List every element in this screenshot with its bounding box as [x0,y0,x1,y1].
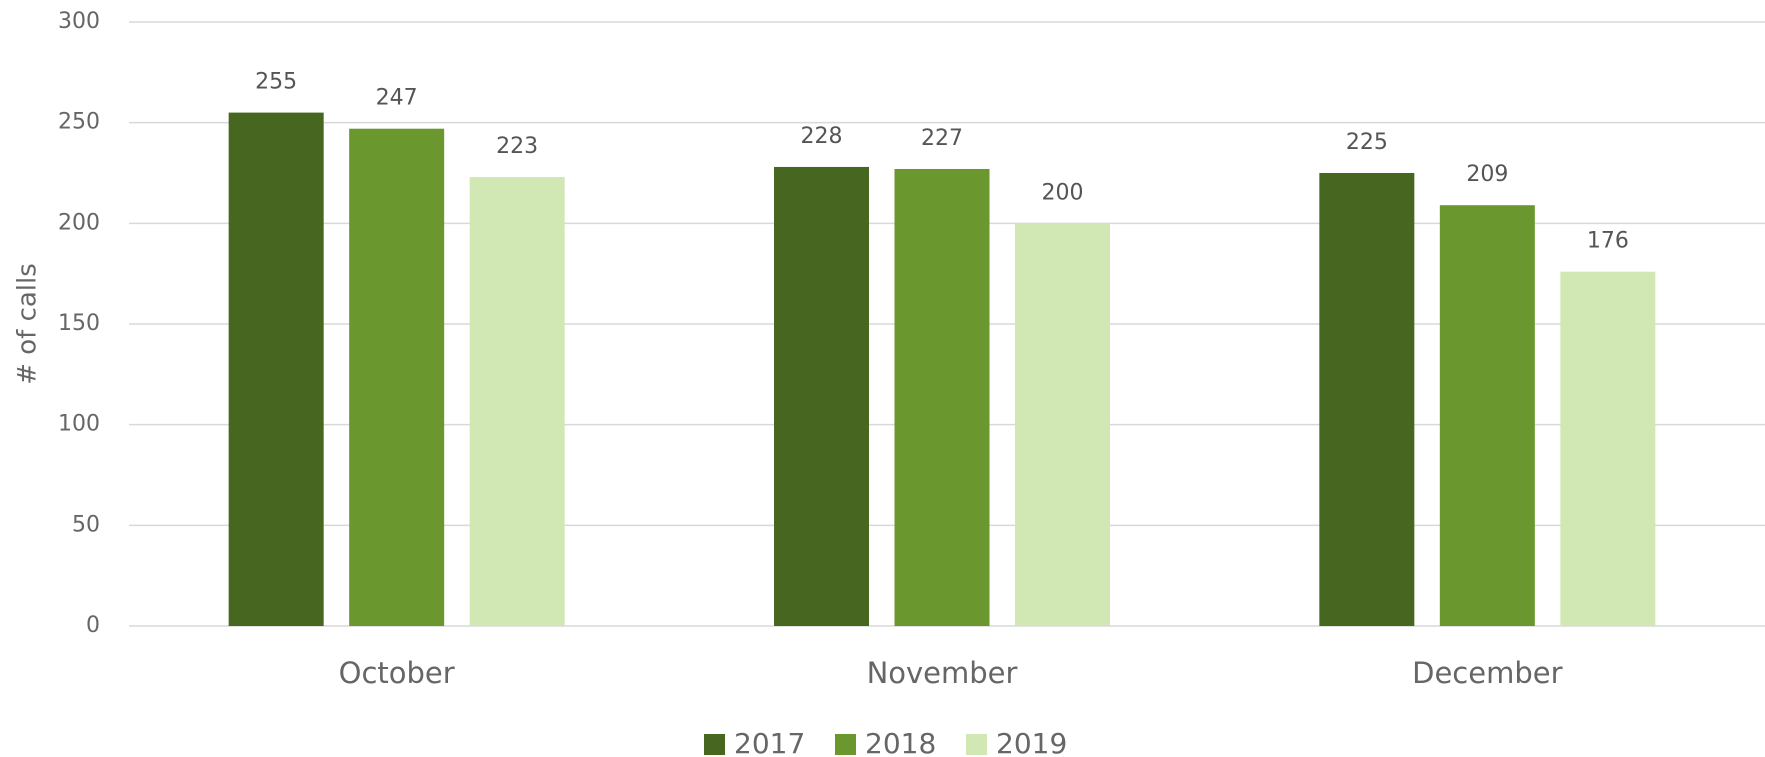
data-label: 255 [255,70,297,95]
x-tick-label: October [339,656,455,690]
data-label: 228 [801,124,843,149]
bar [1319,173,1415,626]
data-label: 200 [1042,180,1084,205]
x-tick-label: November [867,656,1018,690]
y-axis-label: # of calls [13,263,43,385]
y-tick-label: 150 [58,311,100,336]
y-tick-label: 0 [86,613,100,638]
data-label: 209 [1466,162,1508,187]
legend-label: 2017 [734,727,805,757]
data-label: 223 [496,134,538,159]
bar [1560,271,1656,626]
bar [1439,205,1535,627]
legend-label: 2019 [996,727,1067,757]
bar [894,168,990,626]
bar [1015,223,1110,627]
y-tick-label: 300 [58,9,100,34]
legend-label: 2018 [865,727,936,757]
bar [469,177,565,626]
bar [774,166,869,626]
bar [228,112,324,627]
bar [349,128,445,626]
data-label: 227 [921,126,963,151]
legend-swatch [704,734,725,755]
y-tick-label: 100 [58,412,100,437]
data-label: 176 [1587,229,1629,254]
legend-swatch [835,734,856,755]
data-label: 247 [376,86,418,111]
legend-swatch [966,734,987,755]
data-label: 225 [1346,130,1388,155]
y-tick-label: 250 [58,110,100,135]
y-tick-label: 50 [72,512,100,537]
y-tick-label: 200 [58,210,100,235]
x-tick-label: December [1412,656,1562,690]
